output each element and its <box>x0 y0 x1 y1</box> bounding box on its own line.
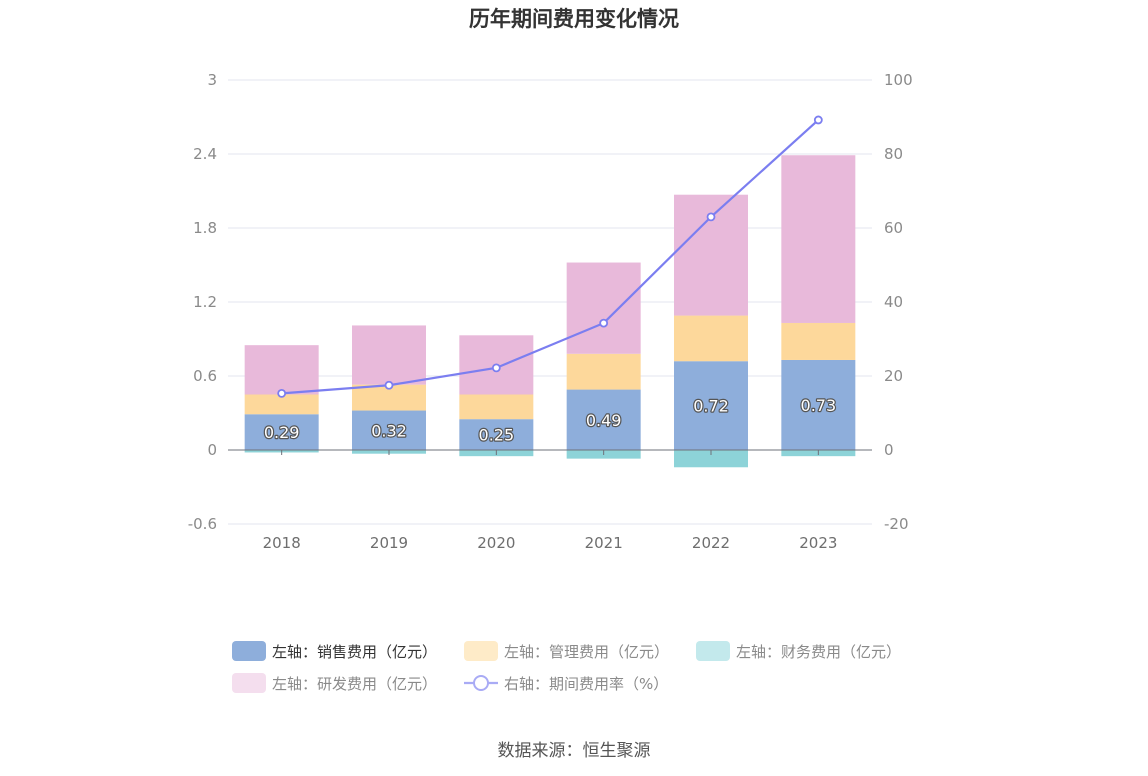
bar-segment <box>674 315 748 362</box>
legend-label: 左轴：研发费用（亿元） <box>272 675 437 693</box>
x-tick-label: 2023 <box>799 534 837 552</box>
rate-point <box>706 212 716 222</box>
bar-value-label: 0.72 <box>693 397 729 416</box>
bar-labels: 0.29 0.32 0.25 0.49 0.72 0.73 <box>263 395 838 446</box>
bar-segment <box>459 419 534 450</box>
left-tick-label: 1.8 <box>193 219 217 237</box>
legend-swatch <box>232 641 266 661</box>
legend-item: 右轴：期间费用率（%） <box>464 675 668 693</box>
left-tick-label: 3 <box>207 71 217 89</box>
legend-item: 左轴：财务费用（亿元） <box>696 641 901 661</box>
x-tick-label: 2022 <box>692 534 730 552</box>
rate-point <box>813 115 823 125</box>
right-tick-label: 100 <box>884 71 913 89</box>
bar-segment <box>352 325 426 385</box>
legend-swatch <box>464 641 498 661</box>
bar-segment <box>674 361 748 450</box>
right-tick-label: 80 <box>884 145 903 163</box>
x-tick-label: 2018 <box>263 534 301 552</box>
left-tick-label: 0.6 <box>193 367 217 385</box>
rate-line <box>277 115 823 398</box>
source-note: 数据来源：恒生聚源 <box>498 741 651 761</box>
bar-segment <box>566 353 641 390</box>
legend-item: 左轴：管理费用（亿元） <box>464 641 669 661</box>
chart-title: 历年期间费用变化情况 <box>469 7 679 31</box>
legend-item: 左轴：销售费用（亿元） <box>232 641 437 661</box>
rate-point <box>491 363 501 373</box>
bar-value-label: 0.49 <box>586 411 622 430</box>
right-tick-label: 60 <box>884 219 903 237</box>
rate-point <box>277 388 287 398</box>
right-tick-label: 20 <box>884 367 903 385</box>
bar-value-label: 0.25 <box>479 426 515 445</box>
legend-swatch <box>696 641 730 661</box>
x-tick-label: 2021 <box>585 534 623 552</box>
left-tick-label: 1.2 <box>193 293 217 311</box>
bar-segment <box>244 394 319 415</box>
bar-segment <box>781 322 856 360</box>
x-tick-label: 2019 <box>370 534 408 552</box>
bar-segment <box>781 155 856 323</box>
bars <box>244 155 856 468</box>
rate-point <box>599 318 609 328</box>
grid <box>228 79 872 525</box>
left-tick-label: -0.6 <box>188 515 217 533</box>
right-tick-label: -20 <box>884 515 909 533</box>
rate-line-path <box>281 119 820 395</box>
right-axis: 100 80 60 40 20 0 -20 <box>884 71 913 533</box>
bar-value-label: 0.29 <box>264 423 300 442</box>
right-tick-label: 40 <box>884 293 903 311</box>
bar-segment <box>566 389 641 450</box>
rate-point <box>384 380 394 390</box>
x-axis: 2018 2019 2020 2021 2022 2023 <box>263 450 837 552</box>
legend-item: 左轴：研发费用（亿元） <box>232 673 437 693</box>
legend-marker <box>473 675 489 691</box>
bar-segment <box>566 262 641 354</box>
left-axis: 3 2.4 1.8 1.2 0.6 0 -0.6 <box>188 71 217 533</box>
legend-swatch <box>232 673 266 693</box>
bar-segment <box>459 394 534 420</box>
bar-segment <box>781 359 856 450</box>
bar-segment <box>352 410 426 450</box>
left-tick-label: 2.4 <box>193 145 217 163</box>
x-tick-label: 2020 <box>477 534 515 552</box>
legend-label: 右轴：期间费用率（%） <box>504 675 668 693</box>
legend-label: 左轴：财务费用（亿元） <box>736 643 901 661</box>
legend-label: 左轴：管理费用（亿元） <box>504 643 669 661</box>
bar-segment <box>244 414 319 450</box>
right-tick-label: 0 <box>884 441 894 459</box>
bar-value-label: 0.73 <box>801 396 837 415</box>
bar-segment <box>674 450 748 468</box>
left-tick-label: 0 <box>207 441 217 459</box>
legend: 左轴：销售费用（亿元） 左轴：管理费用（亿元） 左轴：财务费用（亿元） 左轴：研发费用… <box>232 641 901 693</box>
legend-label: 左轴：销售费用（亿元） <box>272 643 437 661</box>
bar-value-label: 0.32 <box>371 421 407 440</box>
bar-segment <box>244 345 319 395</box>
